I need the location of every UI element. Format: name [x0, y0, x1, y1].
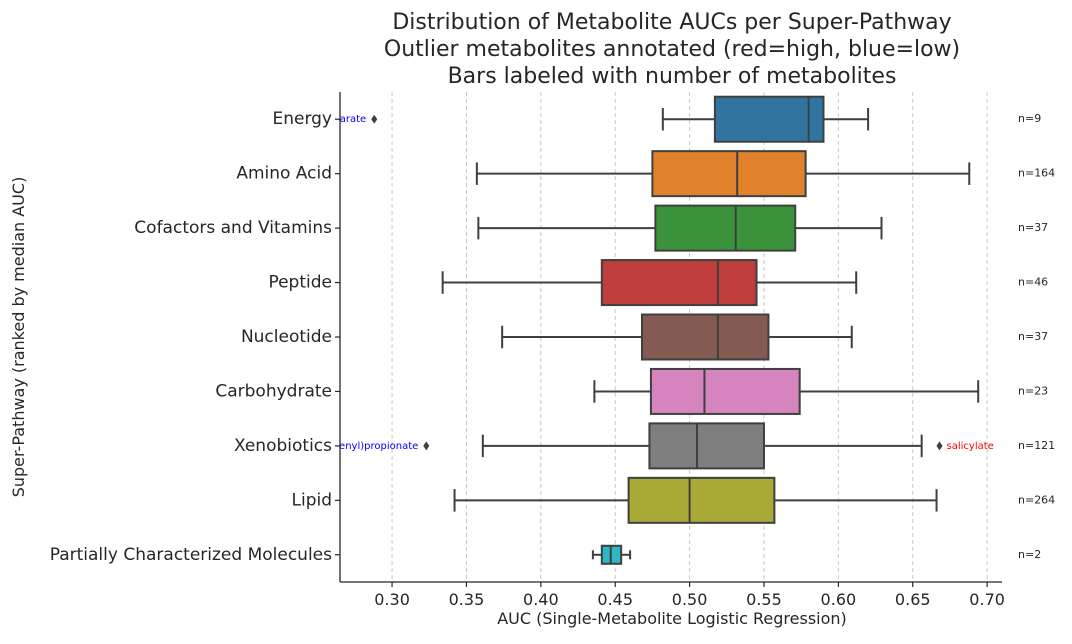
box-energy: arate	[340, 95, 870, 143]
category-label: Carbohydrate	[215, 381, 332, 401]
chart-title-line-2: Outlier metabolites annotated (red=high,…	[384, 37, 960, 62]
x-tick-label: 0.65	[895, 590, 931, 609]
category-label: Xenobiotics	[234, 436, 332, 456]
count-label: n=46	[1018, 276, 1048, 289]
count-label: n=164	[1018, 167, 1055, 180]
x-axis-label: AUC (Single-Metabolite Logistic Regressi…	[497, 609, 847, 628]
x-tick-labels: 0.30 0.35 0.40 0.45 0.50 0.55 0.60 0.65 0.70	[374, 590, 1005, 609]
box-amino-acid	[475, 150, 971, 198]
count-label: n=9	[1018, 112, 1041, 125]
box-lipid	[453, 476, 938, 524]
iqr-box	[654, 204, 797, 252]
iqr-box	[648, 422, 765, 470]
count-label: n=37	[1018, 330, 1048, 343]
box-xenobiotics: henyl)propionate salicylate	[333, 422, 994, 470]
category-label: Peptide	[268, 273, 332, 293]
count-labels: n=9 n=164 n=37 n=46 n=37 n=23 n=121 n=264 n=2	[1018, 112, 1055, 561]
outlier-label: arate	[340, 114, 366, 125]
x-tick-label: 0.70	[969, 590, 1005, 609]
box-nucleotide	[501, 313, 853, 361]
category-label: Nucleotide	[241, 327, 332, 347]
category-label: Energy	[272, 109, 332, 129]
chart-title-line-3: Bars labeled with number of metabolites	[448, 64, 897, 89]
count-label: n=121	[1018, 439, 1055, 452]
iqr-box	[649, 367, 801, 415]
outlier-marker	[423, 441, 430, 451]
x-tick-label: 0.50	[672, 590, 708, 609]
category-label: Lipid	[292, 490, 333, 510]
box-partially-characterized-molecules	[591, 544, 632, 565]
chart-title-line-1: Distribution of Metabolite AUCs per Supe…	[392, 10, 951, 35]
outlier-label: salicylate	[947, 441, 994, 452]
x-tick-label: 0.60	[821, 590, 857, 609]
count-label: n=264	[1018, 493, 1055, 506]
count-label: n=2	[1018, 548, 1041, 561]
x-tick-label: 0.40	[523, 590, 559, 609]
category-label: Cofactors and Vitamins	[134, 218, 332, 238]
box-cofactors-and-vitamins	[477, 204, 883, 252]
count-label: n=37	[1018, 221, 1048, 234]
x-tick-label: 0.30	[374, 590, 410, 609]
outlier-marker	[371, 114, 378, 124]
chart-title: Distribution of Metabolite AUCs per Supe…	[384, 10, 960, 89]
count-label: n=23	[1018, 384, 1048, 397]
category-label: Partially Characterized Molecules	[50, 545, 332, 565]
iqr-box	[713, 95, 825, 143]
y-axis-label: Super-Pathway (ranked by median AUC)	[9, 177, 28, 498]
outlier-label: henyl)propionate	[333, 441, 419, 452]
x-tick-label: 0.45	[597, 590, 633, 609]
iqr-box	[651, 150, 807, 198]
x-tick-label: 0.35	[449, 590, 485, 609]
iqr-box	[600, 259, 758, 307]
outlier-marker	[936, 441, 943, 451]
box-peptide	[441, 259, 858, 307]
axes	[335, 92, 1002, 587]
box-carbohydrate	[593, 367, 980, 415]
category-label: Amino Acid	[236, 164, 332, 184]
iqr-box	[627, 476, 776, 524]
iqr-box	[640, 313, 770, 361]
box-series: arate henyl)propionate salicylate	[333, 95, 994, 565]
x-tick-label: 0.55	[746, 590, 782, 609]
category-labels: Energy Amino Acid Cofactors and Vitamins Pe…	[50, 109, 332, 565]
